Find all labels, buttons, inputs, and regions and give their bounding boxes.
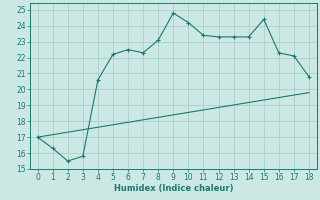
X-axis label: Humidex (Indice chaleur): Humidex (Indice chaleur) [114,184,233,193]
